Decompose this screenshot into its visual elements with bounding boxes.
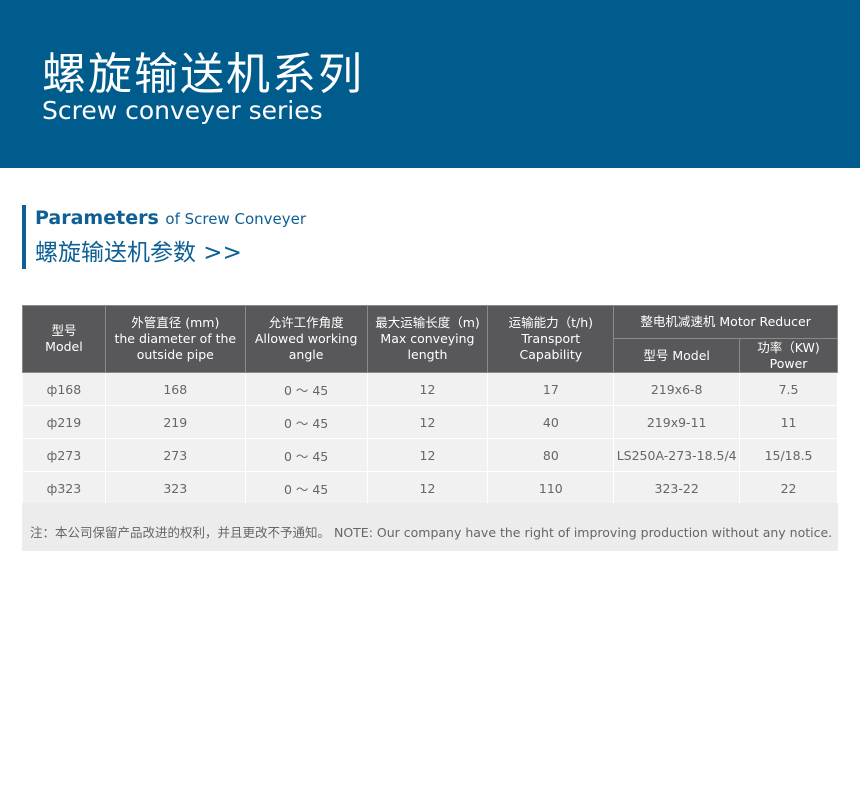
header-diameter: 外管直径 (mm) the diameter of the outside pipe (104, 305, 246, 373)
table-cell: 0 ～ 45 (244, 438, 368, 472)
section-title-cn: 螺旋输送机参数 >> (35, 240, 242, 266)
banner-title-en: Screw conveyer series (42, 96, 323, 125)
table-cell: ф273 (22, 438, 106, 472)
header-reducer-model: 型号 Model (613, 338, 741, 373)
table-cell: ф168 (22, 372, 106, 406)
table-row: ф323 323 0 ～ 45 12 110 323-22 22 (22, 471, 838, 505)
section-title-rest: of Screw Conveyer (165, 210, 307, 228)
footnote: 注：本公司保留产品改进的权利，并且更改不予通知。 NOTE: Our compa… (22, 503, 838, 551)
header-power: 功率（KW) Power (739, 338, 838, 373)
section-title-en: Parameters of Screw Conveyer (35, 207, 306, 229)
table-cell: 11 (739, 405, 838, 439)
table-cell: LS250A-273-18.5/4 (613, 438, 741, 472)
table-cell: 323-22 (613, 471, 741, 505)
table-cell: 219x6-8 (613, 372, 741, 406)
table-cell: 0 ～ 45 (244, 372, 368, 406)
table-cell: 15/18.5 (739, 438, 838, 472)
table-row: ф273 273 0 ～ 45 12 80 LS250A-273-18.5/4 15/18.… (22, 438, 838, 472)
banner-title-cn: 螺旋输送机系列 (42, 49, 364, 100)
table-cell: 40 (487, 405, 615, 439)
table-cell: 110 (487, 471, 615, 505)
header-length: 最大运输长度（m) Max conveying length (366, 305, 489, 373)
table-row: ф219 219 0 ～ 45 12 40 219x9-11 11 (22, 405, 838, 439)
table-cell: 168 (104, 372, 246, 406)
table-cell: 12 (366, 372, 489, 406)
table-cell: 12 (366, 405, 489, 439)
table-cell: 219x9-11 (613, 405, 741, 439)
parameters-table: 型号 Model 外管直径 (mm) the diameter of the outs… (22, 305, 838, 505)
header-capacity: 运输能力（t/h) Transport Capability (487, 305, 615, 373)
table-cell: 12 (366, 438, 489, 472)
table-cell: 273 (104, 438, 246, 472)
table-cell: 80 (487, 438, 615, 472)
table-cell: 7.5 (739, 372, 838, 406)
table-cell: ф219 (22, 405, 106, 439)
table-cell: 0 ～ 45 (244, 405, 368, 439)
table-cell: ф323 (22, 471, 106, 505)
table-cell: 12 (366, 471, 489, 505)
table-row: ф168 168 0 ～ 45 12 17 219x6-8 7.5 (22, 372, 838, 406)
banner: 螺旋输送机系列 Screw conveyer series (0, 0, 860, 168)
section-title-bold: Parameters (35, 207, 159, 229)
table-cell: 17 (487, 372, 615, 406)
table-cell: 22 (739, 471, 838, 505)
table-cell: 0 ～ 45 (244, 471, 368, 505)
table-cell: 323 (104, 471, 246, 505)
section-heading: Parameters of Screw Conveyer 螺旋输送机参数 >> (22, 205, 306, 269)
table-cell: 219 (104, 405, 246, 439)
header-model: 型号 Model (22, 305, 106, 373)
header-angle: 允许工作角度 Allowed working angle (244, 305, 368, 373)
header-reducer: 整电机减速机 Motor Reducer (613, 305, 838, 339)
